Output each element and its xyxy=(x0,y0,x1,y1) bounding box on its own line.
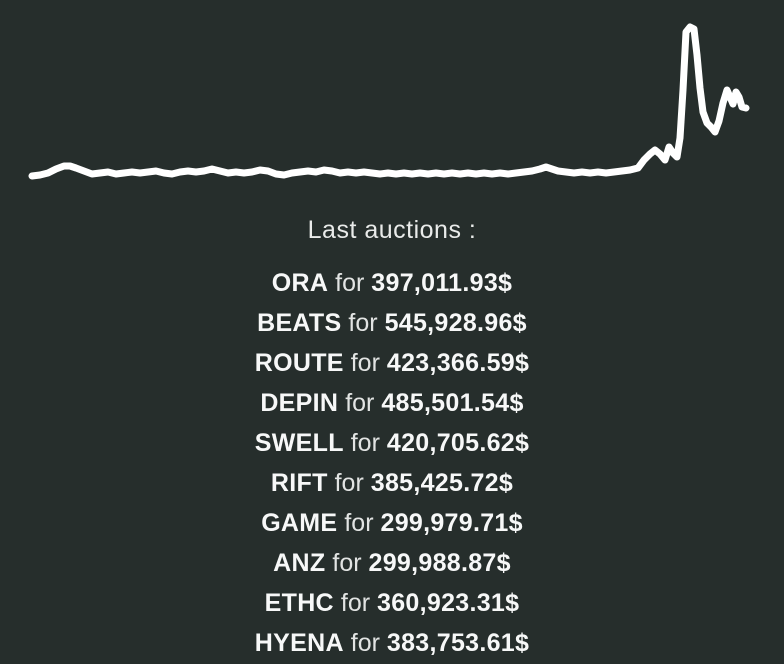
auction-token: RIFT xyxy=(270,469,328,497)
auction-row: BEATS for 545,928.96$ xyxy=(0,303,784,343)
auction-token: ORA xyxy=(271,269,329,297)
auction-connector: for xyxy=(344,509,374,537)
auction-connector: for xyxy=(340,589,371,617)
auction-token: DEPIN xyxy=(260,389,339,417)
auction-token: ANZ xyxy=(273,549,326,577)
auction-price: 485,501.54$ xyxy=(381,389,524,417)
auction-row: ORA for 397,011.93$ xyxy=(0,263,784,303)
auction-token: ROUTE xyxy=(254,349,344,377)
auction-price: 545,928.96$ xyxy=(384,309,527,337)
price-sparkline xyxy=(28,23,750,180)
auction-connector: for xyxy=(350,349,380,377)
price-chart xyxy=(0,0,784,200)
auction-row: ROUTE for 423,366.59$ xyxy=(0,343,784,383)
auction-price: 385,425.72$ xyxy=(370,469,514,497)
auction-row: DEPIN for 485,501.54$ xyxy=(0,383,784,423)
auction-connector: for xyxy=(334,469,364,497)
auction-connector: for xyxy=(350,429,380,457)
auction-price: 299,979.71$ xyxy=(380,509,523,537)
auction-token: ETHC xyxy=(264,589,334,617)
auction-price: 383,753.61$ xyxy=(386,629,530,657)
auction-price: 423,366.59$ xyxy=(386,349,530,377)
auction-list: ORA for 397,011.93$ BEATS for 545,928.96… xyxy=(0,263,784,663)
auction-price: 299,988.87$ xyxy=(368,549,511,577)
auction-row: HYENA for 383,753.61$ xyxy=(0,623,784,663)
last-auctions-heading: Last auctions : xyxy=(307,216,477,244)
price-sparkline-path xyxy=(28,23,750,180)
auction-row: GAME for 299,979.71$ xyxy=(0,503,784,543)
auction-price: 397,011.93$ xyxy=(371,269,513,297)
auction-row: ANZ for 299,988.87$ xyxy=(0,543,784,583)
auction-connector: for xyxy=(348,309,378,337)
auction-token: HYENA xyxy=(254,629,344,657)
auction-row: RIFT for 385,425.72$ xyxy=(0,463,784,503)
auction-row: SWELL for 420,705.62$ xyxy=(0,423,784,463)
auction-price: 420,705.62$ xyxy=(386,429,530,457)
auction-connector: for xyxy=(345,389,375,417)
auction-token: GAME xyxy=(261,509,338,537)
auction-connector: for xyxy=(350,629,380,657)
auction-token: SWELL xyxy=(254,429,344,457)
auction-price: 360,923.31$ xyxy=(377,589,520,617)
auction-row: ETHC for 360,923.31$ xyxy=(0,583,784,623)
auction-token: BEATS xyxy=(257,309,342,337)
auction-connector: for xyxy=(332,549,362,577)
auction-connector: for xyxy=(335,269,365,297)
